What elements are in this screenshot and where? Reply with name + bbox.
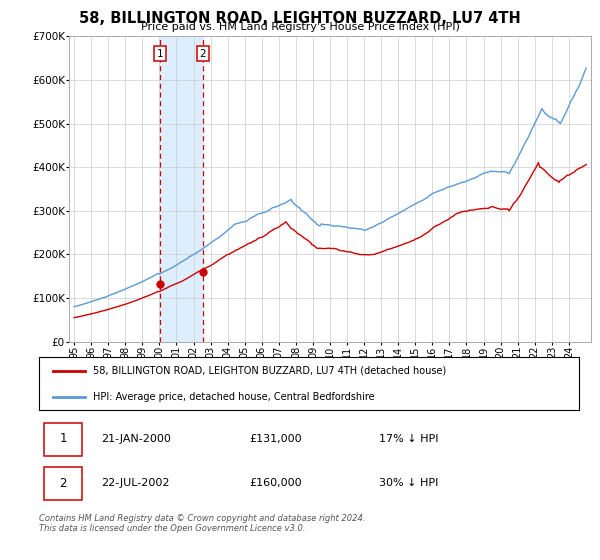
Text: Contains HM Land Registry data © Crown copyright and database right 2024.
This d: Contains HM Land Registry data © Crown c…	[39, 514, 365, 534]
Text: 58, BILLINGTON ROAD, LEIGHTON BUZZARD, LU7 4TH (detached house): 58, BILLINGTON ROAD, LEIGHTON BUZZARD, L…	[93, 366, 446, 376]
Text: 22-JUL-2002: 22-JUL-2002	[101, 478, 170, 488]
Text: 1: 1	[59, 432, 67, 445]
FancyBboxPatch shape	[44, 467, 82, 501]
FancyBboxPatch shape	[44, 423, 82, 456]
Text: £160,000: £160,000	[250, 478, 302, 488]
Text: 58, BILLINGTON ROAD, LEIGHTON BUZZARD, LU7 4TH: 58, BILLINGTON ROAD, LEIGHTON BUZZARD, L…	[79, 11, 521, 26]
Bar	[160, 36, 203, 342]
Text: 21-JAN-2000: 21-JAN-2000	[101, 434, 171, 444]
FancyBboxPatch shape	[39, 357, 579, 410]
Text: 30% ↓ HPI: 30% ↓ HPI	[379, 478, 439, 488]
Text: 2: 2	[200, 49, 206, 59]
Text: £131,000: £131,000	[250, 434, 302, 444]
Text: 1: 1	[157, 49, 164, 59]
Text: 2: 2	[59, 477, 67, 490]
Text: 17% ↓ HPI: 17% ↓ HPI	[379, 434, 439, 444]
Text: HPI: Average price, detached house, Central Bedfordshire: HPI: Average price, detached house, Cent…	[93, 392, 374, 402]
Text: Price paid vs. HM Land Registry's House Price Index (HPI): Price paid vs. HM Land Registry's House …	[140, 22, 460, 32]
